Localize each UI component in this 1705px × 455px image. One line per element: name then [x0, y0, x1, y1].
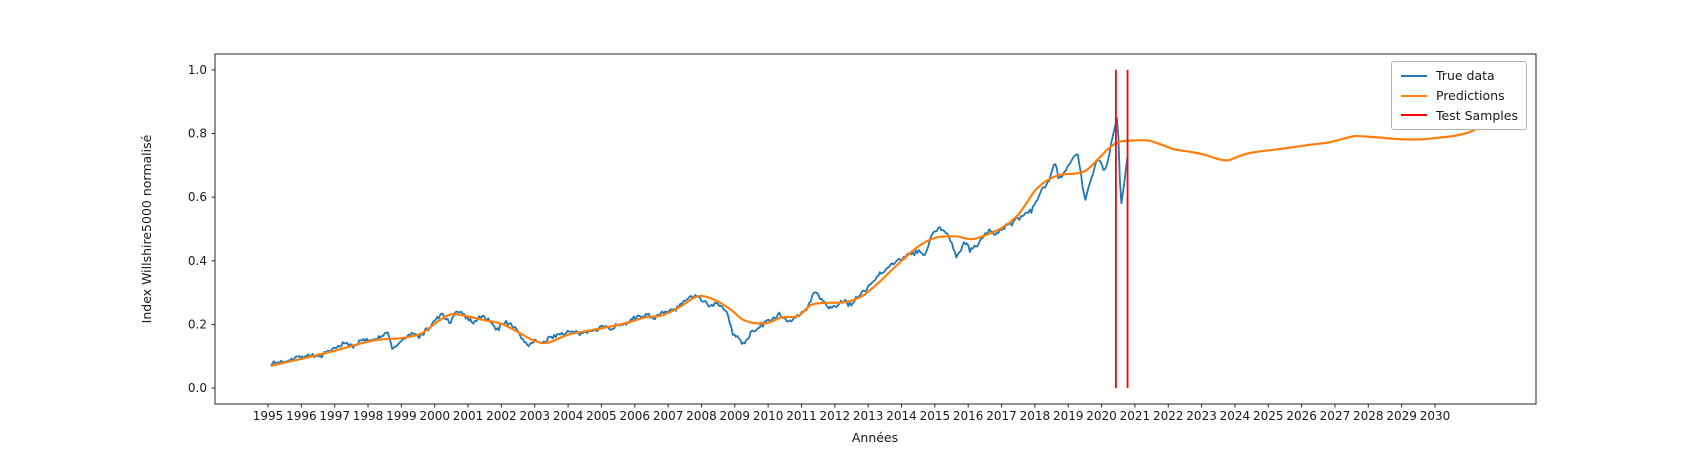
plot-dynamic-layer: 1995 1996 1997 1998 1999 2000 2001 2002 2003 2004… — [188, 53, 1537, 423]
test-samples-line-swatch-icon — [1401, 114, 1427, 117]
legend-item-predictions: Predictions — [1392, 86, 1526, 106]
legend: True data Predictions Test Samples — [1391, 61, 1527, 131]
x-tick-label: 2005 — [586, 409, 617, 423]
x-tick-label: 2009 — [720, 409, 751, 423]
x-tick-label: 2027 — [1320, 409, 1351, 423]
x-tick-label: 2014 — [886, 409, 917, 423]
legend-label: Predictions — [1436, 87, 1505, 103]
x-tick-label: 2019 — [1053, 409, 1084, 423]
y-tick-label: 0.4 — [188, 254, 207, 268]
legend-label: True data — [1436, 68, 1495, 83]
x-tick-label: 2029 — [1386, 409, 1417, 423]
x-tick-label: 1998 — [353, 409, 384, 423]
x-tick-label: 1996 — [286, 409, 317, 423]
x-tick-label: 2015 — [920, 409, 951, 423]
x-tick-label: 2017 — [986, 409, 1017, 423]
x-tick-label: 2013 — [853, 409, 884, 423]
x-tick-label: 2011 — [786, 409, 817, 423]
y-tick-label: 0.0 — [188, 381, 207, 395]
y-tick-label: 0.2 — [188, 317, 207, 331]
x-tick-label: 2003 — [519, 409, 550, 423]
x-tick-label: 2028 — [1353, 409, 1384, 423]
legend-label: Test Samples — [1436, 107, 1518, 123]
x-tick-label: 2016 — [953, 409, 984, 423]
x-tick-label: 2006 — [619, 409, 650, 423]
x-tick-label: 2008 — [686, 409, 717, 423]
y-tick-label: 1.0 — [188, 63, 207, 77]
x-tick-label: 1999 — [386, 409, 417, 423]
x-tick-label: 2021 — [1120, 409, 1151, 423]
legend-item-true-data: True data — [1392, 66, 1526, 86]
x-tick-label: 2001 — [453, 409, 484, 423]
x-tick-label: 2018 — [1020, 409, 1051, 423]
true-data-line-swatch-icon — [1401, 74, 1427, 77]
y-tick-label: 0.8 — [188, 127, 207, 141]
y-axis-title: Index Willshire5000 normalisé — [139, 134, 154, 323]
x-tick-label: 2025 — [1253, 409, 1284, 423]
x-tick-label: 1995 — [253, 409, 284, 423]
x-tick-label: 2007 — [653, 409, 684, 423]
x-tick-label: 2030 — [1420, 409, 1451, 423]
legend-item-test-samples: Test Samples — [1392, 106, 1526, 126]
x-tick-label: 2012 — [820, 409, 851, 423]
x-tick-label: 1997 — [319, 409, 350, 423]
x-tick-label: 2026 — [1286, 409, 1317, 423]
x-tick-label: 2023 — [1186, 409, 1217, 423]
predictions-line — [270, 127, 1478, 367]
x-axis-title: Années — [852, 430, 898, 445]
x-tick-label: 2024 — [1220, 409, 1251, 423]
x-tick-label: 2004 — [553, 409, 584, 423]
x-tick-label: 2002 — [486, 409, 517, 423]
x-tick-label: 2000 — [419, 409, 450, 423]
x-tick-label: 2022 — [1153, 409, 1184, 423]
y-tick-label: 0.6 — [188, 190, 207, 204]
axes-frame — [214, 53, 1537, 405]
x-tick-label: 2010 — [753, 409, 784, 423]
x-tick-label: 2020 — [1086, 409, 1117, 423]
predictions-line-swatch-icon — [1401, 94, 1427, 97]
